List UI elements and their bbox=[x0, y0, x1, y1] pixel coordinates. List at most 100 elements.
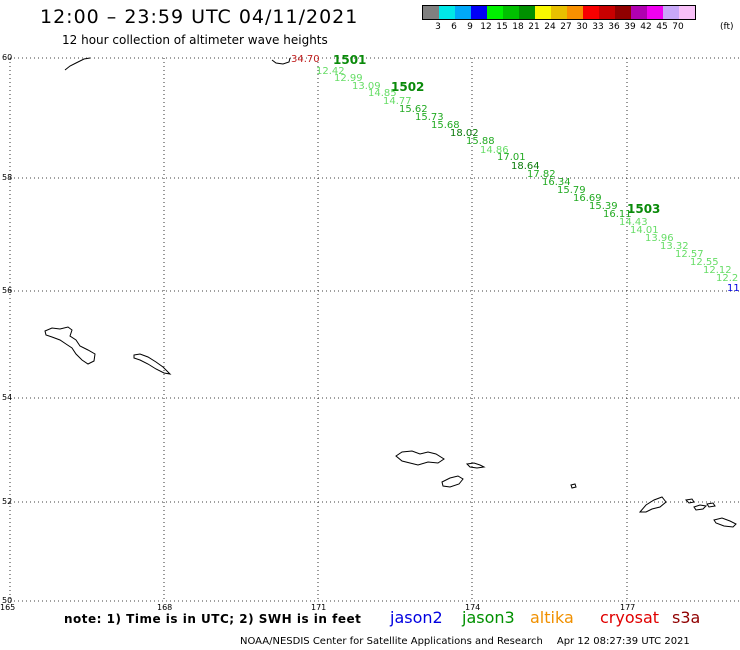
swh-observation: 13.32 bbox=[660, 241, 689, 252]
legend-tick-label: 42 bbox=[640, 22, 652, 32]
legend-swatch bbox=[647, 6, 663, 19]
lat-label: 54 bbox=[2, 393, 12, 402]
coastlines bbox=[44, 57, 737, 528]
rat-island-group-3 bbox=[693, 504, 708, 511]
swh-observation: 15.73 bbox=[415, 112, 444, 123]
swh-observation: 12.2 bbox=[716, 273, 738, 284]
legend-tick-label: 15 bbox=[496, 22, 508, 32]
longitude-labels: 165 168 171 174 177 bbox=[0, 603, 635, 612]
lon-label: 174 bbox=[465, 603, 480, 612]
legend-swatch bbox=[487, 6, 503, 19]
hall-island bbox=[133, 353, 172, 375]
legend-tick-label: 12 bbox=[480, 22, 492, 32]
track-label: 1501 bbox=[333, 53, 366, 67]
lat-label: 56 bbox=[2, 286, 12, 295]
map-title: 12:00 – 23:59 UTC 04/11/2021 bbox=[40, 6, 359, 28]
island-south bbox=[441, 475, 464, 488]
swh-observation: 13.09 bbox=[352, 81, 381, 92]
legend-swatch bbox=[551, 6, 567, 19]
rat-island-group-1 bbox=[638, 496, 667, 513]
graticule bbox=[9, 57, 740, 602]
legend-swatch bbox=[679, 6, 695, 19]
swh-observation: 15.39 bbox=[589, 201, 618, 212]
lat-label: 52 bbox=[2, 497, 12, 506]
swh-observation: 12.57 bbox=[675, 249, 704, 260]
swh-observation: 34.70 bbox=[291, 54, 320, 65]
island-group-east bbox=[395, 450, 445, 466]
lat-label: 50 bbox=[2, 596, 12, 605]
latitude-labels: 60 58 56 54 52 50 bbox=[2, 53, 12, 605]
legend-ticks: (ft) 3 6 9 12 15 18 21 24 27 30 33 36 39 42 45 70 bbox=[422, 20, 733, 34]
legend-tick-label: 18 bbox=[512, 22, 524, 32]
satellite-jason2: jason2 bbox=[390, 608, 443, 627]
lon-label: 177 bbox=[620, 603, 635, 612]
legend-tick-label: 6 bbox=[451, 22, 457, 32]
legend-tick-label: 70 bbox=[672, 22, 684, 32]
map-subtitle: 12 hour collection of altimeter wave hei… bbox=[62, 33, 328, 47]
swh-observation: 15.79 bbox=[557, 185, 586, 196]
altimeter-observations: 34.7012.4212.9913.0914.8514.7715.6215.73… bbox=[291, 54, 740, 294]
legend-swatch bbox=[519, 6, 535, 19]
swh-observation: 16.34 bbox=[542, 177, 571, 188]
footer-note: note: 1) Time is in UTC; 2) SWH is in fe… bbox=[64, 612, 362, 626]
swh-observation: 17.01 bbox=[497, 152, 526, 163]
lon-label: 168 bbox=[157, 603, 172, 612]
swh-observation: 18.02 bbox=[450, 128, 479, 139]
legend-tick-label: 45 bbox=[656, 22, 668, 32]
credit-org: NOAA/NESDIS Center for Satellite Applica… bbox=[240, 636, 543, 647]
swh-observation: 18.64 bbox=[511, 161, 540, 172]
color-legend: (ft) 3 6 9 12 15 18 21 24 27 30 33 36 39 42 45 70 bbox=[422, 5, 734, 35]
rat-island-group-5 bbox=[713, 517, 737, 528]
legend-tick-label: 33 bbox=[592, 22, 604, 32]
rat-island-group-2 bbox=[684, 498, 695, 504]
legend-tick-label: 9 bbox=[467, 22, 473, 32]
swh-observation: 11 bbox=[727, 283, 740, 294]
swh-observation: 12.99 bbox=[334, 73, 363, 84]
legend-tick-label: 39 bbox=[624, 22, 636, 32]
lat-label: 60 bbox=[2, 53, 12, 62]
legend-swatch bbox=[663, 6, 679, 19]
swh-observation: 12.42 bbox=[316, 66, 345, 77]
lon-label: 165 bbox=[0, 603, 15, 612]
legend-swatch bbox=[631, 6, 647, 19]
legend-swatch bbox=[455, 6, 471, 19]
legend-unit: (ft) bbox=[720, 22, 734, 32]
swh-observation: 15.68 bbox=[431, 120, 460, 131]
swh-observation: 16.69 bbox=[573, 193, 602, 204]
legend-tick-label: 30 bbox=[576, 22, 588, 32]
legend-swatch bbox=[599, 6, 615, 19]
swh-observation: 15.62 bbox=[399, 104, 428, 115]
legend-tick-label: 27 bbox=[560, 22, 572, 32]
track-label: 1502 bbox=[391, 80, 424, 94]
legend-tick-label: 3 bbox=[435, 22, 441, 32]
rat-island-group-4 bbox=[706, 502, 716, 508]
legend-tick-label: 21 bbox=[528, 22, 540, 32]
swh-observation: 15.88 bbox=[466, 136, 495, 147]
lat-label: 58 bbox=[2, 173, 12, 182]
swh-observation: 12.12 bbox=[703, 265, 732, 276]
lon-label: 171 bbox=[311, 603, 326, 612]
legend-tick-label: 36 bbox=[608, 22, 620, 32]
track-label: 1503 bbox=[627, 202, 660, 216]
swh-observation: 14.77 bbox=[383, 96, 412, 107]
legend-swatch bbox=[503, 6, 519, 19]
legend-tick-label: 24 bbox=[544, 22, 556, 32]
legend-swatch bbox=[535, 6, 551, 19]
swh-observation: 12.55 bbox=[690, 257, 719, 268]
track-labels: 1501 1502 1503 bbox=[333, 53, 660, 216]
legend-swatch bbox=[423, 6, 439, 19]
satellite-s3a: s3a bbox=[672, 608, 701, 627]
swh-observation: 14.43 bbox=[619, 217, 648, 228]
legend-swatch bbox=[615, 6, 631, 19]
mainland-coast-north bbox=[64, 57, 91, 71]
island-small-east bbox=[465, 462, 486, 469]
legend-swatch bbox=[439, 6, 455, 19]
satellite-cryosat: cryosat bbox=[600, 608, 660, 627]
islet bbox=[570, 483, 577, 489]
swh-observation: 16.11 bbox=[603, 209, 632, 220]
credit-line: NOAA/NESDIS Center for Satellite Applica… bbox=[240, 636, 690, 647]
swh-observation: 14.86 bbox=[480, 145, 509, 156]
legend-swatch bbox=[567, 6, 583, 19]
swh-observation: 13.96 bbox=[645, 233, 674, 244]
